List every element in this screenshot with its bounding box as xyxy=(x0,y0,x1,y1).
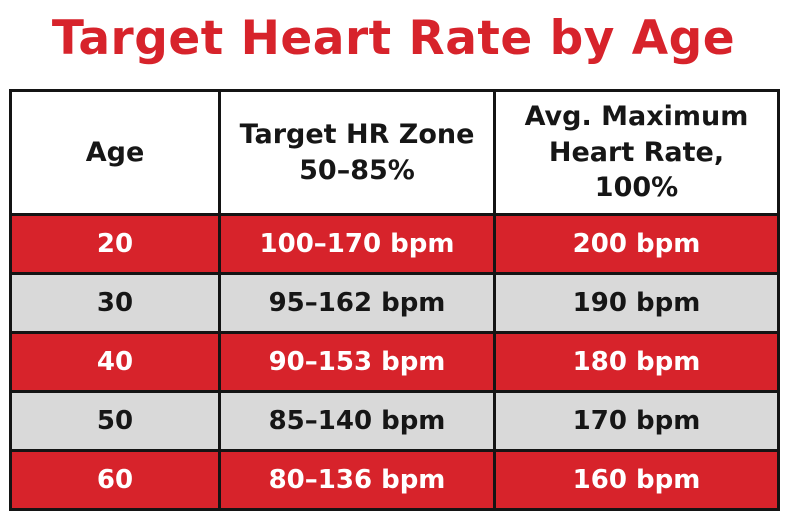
col-header-target-hr-zone: Target HR Zone 50–85% xyxy=(218,89,496,216)
col-header-max-line2: Heart Rate, xyxy=(548,136,725,168)
col-header-max-line3: 100% xyxy=(594,172,679,204)
table-row: 30 95–162 bpm 190 bpm xyxy=(9,272,780,334)
col-header-avg-max-hr: Avg. Maximum Heart Rate, 100% xyxy=(493,89,780,216)
age-cell: 50 xyxy=(9,390,221,452)
table-header-row: Age Target HR Zone 50–85% Avg. Maximum H… xyxy=(9,89,780,216)
table-row: 50 85–140 bpm 170 bpm xyxy=(9,390,780,452)
max-hr-cell: 200 bpm xyxy=(493,213,780,275)
age-cell: 30 xyxy=(9,272,221,334)
max-hr-cell: 190 bpm xyxy=(493,272,780,334)
table-row: 40 90–153 bpm 180 bpm xyxy=(9,331,780,393)
hr-zone-cell: 95–162 bpm xyxy=(218,272,496,334)
hr-zone-cell: 90–153 bpm xyxy=(218,331,496,393)
col-header-zone-line2: 50–85% xyxy=(299,154,415,186)
page-title: Target Heart Rate by Age xyxy=(51,11,736,66)
table-row: 60 80–136 bpm 160 bpm xyxy=(9,449,780,511)
col-header-zone-line1: Target HR Zone xyxy=(239,118,475,150)
table-row: 20 100–170 bpm 200 bpm xyxy=(9,213,780,275)
max-hr-cell: 170 bpm xyxy=(493,390,780,452)
heart-rate-table: Age Target HR Zone 50–85% Avg. Maximum H… xyxy=(9,89,780,511)
age-cell: 20 xyxy=(9,213,221,275)
hr-zone-cell: 85–140 bpm xyxy=(218,390,496,452)
max-hr-cell: 160 bpm xyxy=(493,449,780,511)
col-header-age: Age xyxy=(9,89,221,216)
age-cell: 40 xyxy=(9,331,221,393)
max-hr-cell: 180 bpm xyxy=(493,331,780,393)
col-header-age-label: Age xyxy=(85,136,145,168)
col-header-max-line1: Avg. Maximum xyxy=(524,101,749,133)
hr-zone-cell: 80–136 bpm xyxy=(218,449,496,511)
hr-zone-cell: 100–170 bpm xyxy=(218,213,496,275)
age-cell: 60 xyxy=(9,449,221,511)
